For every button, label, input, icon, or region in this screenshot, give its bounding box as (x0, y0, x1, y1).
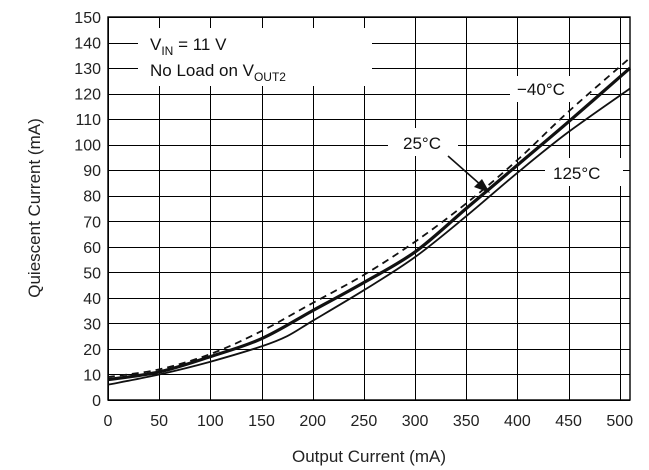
label-bg-minus40c (510, 76, 590, 102)
y-tick-labels: 0 10 20 30 40 50 60 70 80 90 100 110 120 130 140 150 (74, 10, 101, 410)
y-tick-110: 110 (75, 112, 101, 129)
y-tick-50: 50 (83, 265, 101, 282)
y-tick-150: 150 (74, 10, 101, 27)
x-tick-150: 150 (248, 413, 275, 430)
y-tick-40: 40 (83, 291, 101, 308)
annotation-load: No Load on VOUT2 (150, 61, 286, 84)
x-tick-400: 400 (504, 413, 531, 430)
y-tick-80: 80 (83, 189, 101, 206)
y-tick-70: 70 (83, 214, 101, 231)
x-tick-250: 250 (351, 413, 378, 430)
y-tick-100: 100 (74, 138, 101, 155)
x-tick-50: 50 (150, 413, 168, 430)
series-label-125c: 125°C (553, 164, 600, 183)
x-axis-title: Output Current (mA) (292, 447, 446, 466)
annotation-box-conditions (138, 28, 372, 86)
arrow-25c-line (447, 155, 483, 187)
x-tick-450: 450 (555, 413, 582, 430)
x-tick-500: 500 (606, 413, 633, 430)
y-tick-140: 140 (74, 36, 101, 53)
y-axis-title: Quiescent Current (mA) (25, 118, 44, 298)
series-label-minus40c: −40°C (517, 80, 565, 99)
x-tick-350: 350 (453, 413, 480, 430)
y-tick-10: 10 (83, 367, 101, 384)
y-tick-90: 90 (83, 163, 101, 180)
series-layer (107, 57, 632, 386)
y-tick-20: 20 (83, 342, 101, 359)
annotation-vin-main: V (150, 35, 162, 54)
x-tick-300: 300 (402, 413, 429, 430)
annotation-vin-rest: = 11 V (173, 35, 227, 54)
series-line-25c (107, 66, 632, 382)
y-tick-0: 0 (92, 393, 101, 410)
annotation-load-main: No Load on V (150, 61, 255, 80)
label-bg-125c (545, 158, 623, 186)
plot-border (107, 16, 631, 401)
annotation-vin: VIN = 11 V (150, 35, 227, 58)
series-line-125c (107, 87, 631, 386)
y-tick-30: 30 (83, 316, 101, 333)
annotation-vin-sub: IN (161, 44, 173, 58)
y-tick-60: 60 (83, 240, 101, 257)
x-tick-0: 0 (104, 413, 113, 430)
y-tick-120: 120 (74, 87, 101, 104)
y-tick-130: 130 (74, 61, 101, 78)
x-tick-100: 100 (197, 413, 224, 430)
x-tick-200: 200 (299, 413, 326, 430)
series-line-minus40c (107, 57, 631, 378)
x-tick-labels: 0 50 100 150 200 250 300 350 400 450 500 (104, 413, 634, 430)
annotation-load-sub: OUT2 (254, 70, 286, 84)
label-bg-25c (388, 128, 458, 156)
series-label-25c: 25°C (403, 134, 441, 153)
arrow-25c-head (474, 179, 490, 193)
